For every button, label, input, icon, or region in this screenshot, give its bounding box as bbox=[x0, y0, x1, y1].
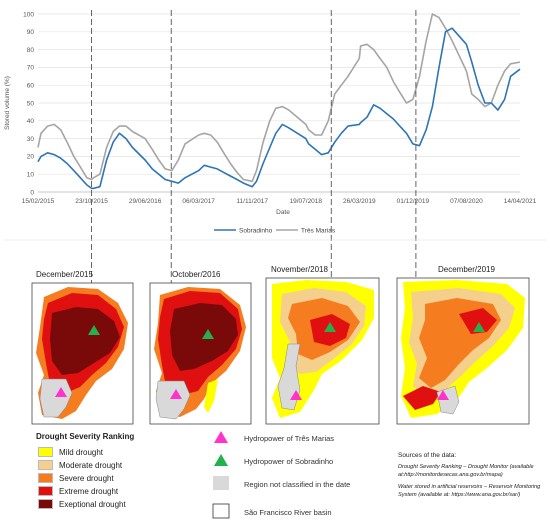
x-axis: 15/02/201523/10/201529/06/201606/03/2017… bbox=[22, 191, 537, 205]
sobradinho-triangle-icon bbox=[214, 454, 228, 466]
series-line-sobradinho bbox=[37, 27, 521, 190]
legend-symbol-sobradinho: Hydropower of Sobradinho bbox=[244, 457, 334, 466]
sources-line-1: Drought Severity Ranking – Drought Monit… bbox=[398, 464, 534, 478]
map-november-2018 bbox=[265, 277, 380, 425]
legend-tres-marias-label: Três Marias bbox=[301, 228, 336, 235]
x-tick-label: 01/12/2019 bbox=[397, 198, 430, 205]
y-tick-label: 100 bbox=[23, 11, 34, 18]
exceptional-swatch bbox=[38, 499, 53, 509]
legend-symbols bbox=[212, 431, 230, 519]
x-tick-label: 26/03/2019 bbox=[343, 198, 376, 205]
map-title-november-2018: November/2018 bbox=[271, 265, 328, 274]
y-tick-label: 80 bbox=[27, 47, 35, 54]
sources-block: Sources of the data: Drought Severity Ra… bbox=[398, 452, 544, 499]
x-axis-label: Date bbox=[276, 209, 290, 216]
x-tick-label: 11/11/2017 bbox=[236, 198, 268, 205]
severe-swatch bbox=[38, 473, 53, 483]
y-tick-label: 60 bbox=[27, 83, 35, 90]
x-tick-label: 07/08/2020 bbox=[450, 198, 483, 205]
basin-outline-swatch bbox=[212, 503, 230, 519]
map-december-2019 bbox=[396, 277, 530, 425]
legend-item-exceptional: Exeptional drought bbox=[38, 499, 126, 509]
extreme-swatch bbox=[38, 486, 53, 496]
map-december-2015 bbox=[31, 282, 134, 425]
y-tick-label: 20 bbox=[27, 154, 35, 161]
x-tick-label: 19/07/2018 bbox=[290, 198, 323, 205]
map-title-december-2019: December/2019 bbox=[438, 265, 495, 274]
series-lines bbox=[37, 13, 521, 190]
x-tick-label: 14/04/2021 bbox=[504, 198, 537, 205]
event-dashed-lines bbox=[91, 10, 417, 283]
y-tick-label: 0 bbox=[30, 189, 34, 196]
map-title-october-2016: October/2016 bbox=[172, 270, 221, 279]
map-title-december-2015: December/2015 bbox=[36, 270, 93, 279]
y-tick-label: 40 bbox=[27, 118, 35, 125]
legend-item-moderate: Moderate drought bbox=[38, 460, 122, 470]
sources-title: Sources of the data: bbox=[398, 452, 457, 459]
x-tick-label: 06/03/2017 bbox=[182, 198, 215, 205]
legend-item-severe: Severe drought bbox=[38, 473, 114, 483]
mild-swatch bbox=[38, 447, 53, 457]
y-axis-label: Stored volume (%) bbox=[4, 76, 11, 130]
legend-item-extreme: Extreme drought bbox=[38, 486, 118, 496]
y-tick-label: 10 bbox=[27, 172, 35, 179]
x-tick-label: 15/02/2015 bbox=[22, 198, 55, 205]
series-line-tr-s-marias bbox=[37, 13, 521, 183]
legend-symbol-not-classified: Region not classified in the date bbox=[244, 480, 351, 489]
y-tick-label: 30 bbox=[27, 136, 35, 143]
tres-marias-triangle-icon bbox=[214, 431, 228, 443]
y-axis: 0 10 20 30 40 50 60 70 80 90 100 bbox=[23, 11, 34, 196]
legend-item-mild: Mild drought bbox=[38, 447, 103, 457]
y-tick-label: 90 bbox=[27, 29, 35, 36]
y-tick-label: 50 bbox=[27, 100, 35, 107]
sources-line-2: Water stored in artificial reservoirs – … bbox=[398, 484, 541, 498]
chart-legend: Sobradinho Três Marias bbox=[214, 228, 336, 235]
map-october-2016 bbox=[149, 282, 252, 425]
chart-grid bbox=[38, 13, 520, 193]
y-tick-label: 70 bbox=[27, 65, 35, 72]
moderate-swatch bbox=[38, 460, 53, 470]
legend-symbol-basin: São Francisco River basin bbox=[244, 508, 332, 517]
not-classified-swatch bbox=[213, 476, 229, 490]
x-tick-label: 29/06/2016 bbox=[129, 198, 162, 205]
legend-title: Drought Severity Ranking bbox=[36, 432, 135, 441]
legend-sobradinho-label: Sobradinho bbox=[239, 228, 273, 235]
legend-symbol-tres-marias: Hydropower of Três Marias bbox=[244, 434, 335, 443]
